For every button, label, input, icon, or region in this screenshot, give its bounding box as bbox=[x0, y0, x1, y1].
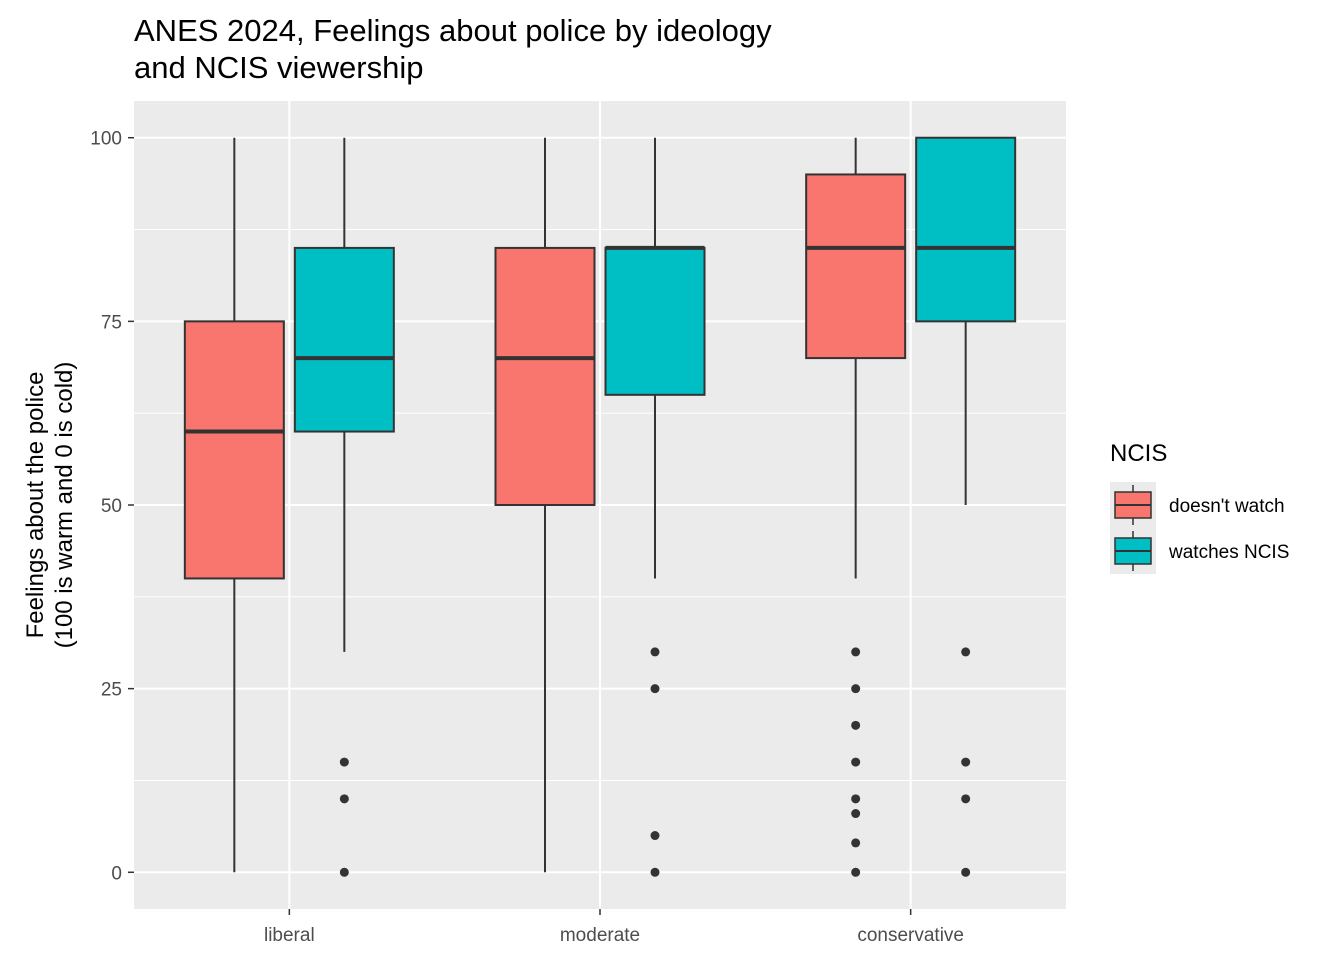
boxplot bbox=[604, 137, 706, 877]
outlier-point bbox=[339, 757, 349, 767]
y-tick-label: 75 bbox=[101, 312, 122, 333]
outlier-point bbox=[961, 647, 971, 657]
y-tick-label: 50 bbox=[101, 496, 122, 517]
box-iqr bbox=[604, 246, 706, 396]
outlier-point bbox=[650, 647, 660, 657]
outlier-point bbox=[851, 720, 861, 730]
x-tick-label: liberal bbox=[264, 925, 315, 946]
y-axis-title-line-2: (100 is warm and 0 is cold) bbox=[51, 362, 78, 649]
x-axis: liberal moderate conservative bbox=[264, 909, 964, 946]
boxplot bbox=[293, 137, 395, 877]
boxplot bbox=[805, 137, 907, 877]
legend-title: NCIS bbox=[1110, 440, 1167, 467]
y-tick-label: 25 bbox=[101, 680, 122, 701]
outlier-point bbox=[961, 757, 971, 767]
x-tick-label: conservative bbox=[857, 925, 964, 946]
y-axis-title-line-1: Feelings about the police bbox=[22, 372, 49, 639]
outlier-point bbox=[851, 867, 861, 877]
x-tick-label: moderate bbox=[560, 925, 640, 946]
box-iqr bbox=[183, 320, 285, 580]
box-iqr bbox=[805, 173, 907, 360]
outlier-point bbox=[851, 794, 861, 804]
box-iqr bbox=[293, 246, 395, 433]
outlier-point bbox=[650, 867, 660, 877]
outlier-point bbox=[851, 757, 861, 767]
boxplot bbox=[915, 136, 1017, 877]
outlier-point bbox=[851, 809, 861, 819]
outlier-point bbox=[961, 867, 971, 877]
legend-label: watches NCIS bbox=[1168, 542, 1289, 563]
box-iqr bbox=[915, 136, 1017, 323]
legend-key: doesn't watch bbox=[1110, 482, 1285, 528]
legend: NCIS doesn't watch watches NCIS bbox=[1110, 440, 1289, 574]
y-axis-title-group: Feelings about the police bbox=[22, 372, 49, 639]
outlier-point bbox=[961, 794, 971, 804]
outlier-point bbox=[851, 647, 861, 657]
box-layer bbox=[183, 136, 1017, 877]
y-tick-label: 100 bbox=[90, 129, 122, 150]
outlier-point bbox=[851, 838, 861, 848]
outlier-point bbox=[339, 867, 349, 877]
boxplot bbox=[183, 137, 285, 873]
outlier-point bbox=[851, 684, 861, 694]
outlier-point bbox=[650, 831, 660, 841]
box-iqr bbox=[494, 246, 596, 506]
y-axis-title-group-2: (100 is warm and 0 is cold) bbox=[51, 362, 78, 649]
y-axis: 0 25 50 75 100 bbox=[90, 129, 134, 884]
chart-title-line-1: ANES 2024, Feelings about police by ideo… bbox=[134, 13, 772, 48]
legend-label: doesn't watch bbox=[1169, 496, 1285, 517]
grid-layer bbox=[134, 101, 1066, 909]
outlier-point bbox=[650, 684, 660, 694]
chart-title-line-2: and NCIS viewership bbox=[134, 50, 423, 85]
outlier-point bbox=[339, 794, 349, 804]
y-tick-label: 0 bbox=[111, 863, 122, 884]
boxplot bbox=[494, 137, 596, 873]
legend-key: watches NCIS bbox=[1110, 528, 1289, 574]
legend-keys: doesn't watch watches NCIS bbox=[1110, 482, 1289, 574]
